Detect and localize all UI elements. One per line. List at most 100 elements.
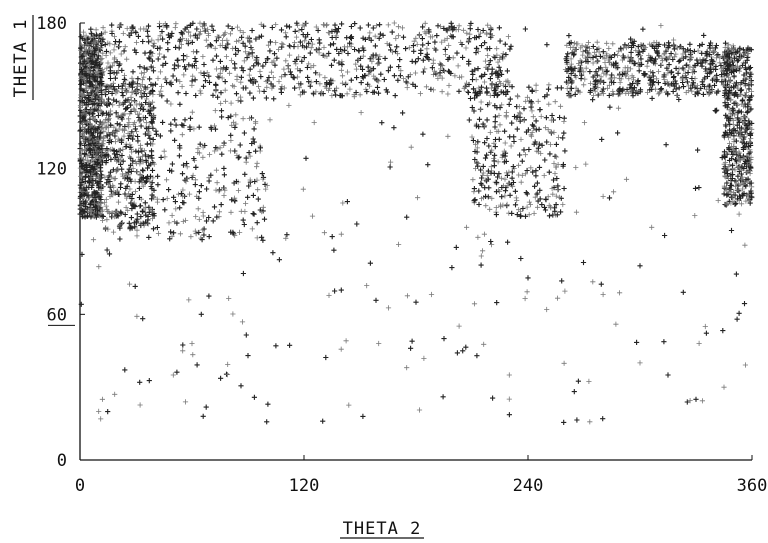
data-point [265,401,271,407]
data-point [500,51,506,57]
data-point [564,42,570,48]
data-point [104,217,110,223]
data-point [546,101,552,107]
data-point [93,27,99,33]
data-point [192,182,198,188]
data-point [139,70,145,76]
data-point [535,145,541,151]
data-point [721,384,727,390]
data-point [543,125,549,131]
data-point [367,66,373,72]
data-point [736,211,742,217]
data-point [162,76,168,82]
data-point [604,85,611,91]
data-point [169,30,175,36]
data-point [517,118,523,124]
data-point [127,186,133,192]
data-point [509,210,515,216]
data-point [207,152,213,158]
data-point [126,116,132,122]
data-point [220,33,226,39]
data-point [189,82,195,88]
data-point [318,89,324,95]
data-point [592,84,598,90]
data-point [283,34,289,40]
data-point [586,51,592,57]
data-point [622,65,628,71]
data-point [603,64,609,70]
data-point [482,58,488,64]
data-point [95,73,101,79]
data-point [108,156,114,163]
data-point [492,136,499,143]
data-point [637,360,643,366]
data-point [729,175,735,182]
data-point [364,89,370,95]
data-point [583,65,589,71]
data-point [637,263,643,269]
data-point [178,191,184,197]
data-point [380,32,386,38]
data-point [243,155,249,161]
data-point [276,257,282,263]
data-point [557,114,563,121]
data-point [692,185,699,191]
data-point [539,202,545,208]
data-point [239,319,246,325]
data-point [149,180,155,186]
data-point [521,117,527,124]
data-point [420,131,426,137]
data-point [737,125,743,131]
data-point [599,136,605,142]
data-point [250,211,256,217]
data-point [327,42,334,48]
data-point [484,172,490,178]
data-point [79,179,85,186]
data-point [474,46,480,52]
data-point [419,36,425,42]
data-point [568,66,575,72]
data-point [127,99,133,106]
data-point [646,52,652,59]
data-point [146,55,152,61]
data-point [106,139,112,145]
data-point [521,147,527,153]
data-point [102,42,108,48]
data-point [141,69,147,75]
data-point [472,197,478,203]
data-point [246,150,252,156]
data-point [141,106,147,112]
data-point [155,173,161,179]
data-point [122,99,128,105]
data-point [85,126,91,132]
data-point [86,134,92,140]
data-point [736,119,742,125]
data-point [88,47,94,53]
data-point [87,123,93,129]
data-point [223,54,230,60]
data-point [343,338,349,344]
data-point [474,145,480,151]
data-point [149,106,155,112]
data-point [404,85,410,91]
data-point [111,147,117,153]
data-point [730,162,736,168]
data-point [656,68,662,75]
data-point [251,63,257,69]
data-point [135,138,141,144]
data-point [730,65,736,71]
data-point [360,53,366,59]
data-point [469,104,475,111]
data-point [480,248,486,254]
data-point [238,383,244,389]
data-point [122,367,128,373]
data-point [616,48,622,54]
data-point [432,39,438,45]
data-point [187,115,194,121]
data-point [649,95,655,101]
data-point [456,23,462,29]
data-point [491,92,497,98]
data-point [297,39,303,45]
data-point [273,343,279,349]
data-point [218,66,224,72]
